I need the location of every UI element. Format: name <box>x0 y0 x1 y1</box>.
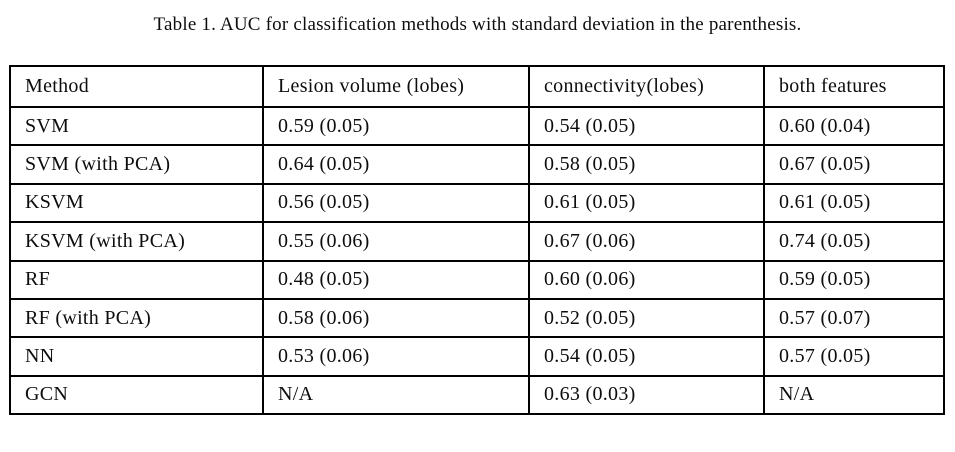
value-cell: 0.61 (0.05) <box>763 182 945 224</box>
method-cell: SVM <box>9 105 264 147</box>
header-row: Method Lesion volume (lobes) connectivit… <box>9 65 945 108</box>
method-cell: SVM (with PCA) <box>9 144 264 185</box>
column-header-lesion-volume: Lesion volume (lobes) <box>262 65 530 108</box>
column-header-method: Method <box>9 65 264 108</box>
table-row: NN 0.53 (0.06) 0.54 (0.05) 0.57 (0.05) <box>9 336 945 377</box>
column-header-both-features: both features <box>763 65 945 108</box>
value-cell: 0.58 (0.05) <box>528 144 765 185</box>
value-cell: 0.54 (0.05) <box>528 336 765 377</box>
table-body: SVM 0.59 (0.05) 0.54 (0.05) 0.60 (0.04) … <box>9 105 945 416</box>
value-cell: 0.56 (0.05) <box>262 182 530 224</box>
method-cell: GCN <box>9 374 264 416</box>
method-cell: RF <box>9 259 264 300</box>
value-cell: 0.59 (0.05) <box>763 259 945 300</box>
column-header-connectivity: connectivity(lobes) <box>528 65 765 108</box>
table-row: KSVM 0.56 (0.05) 0.61 (0.05) 0.61 (0.05) <box>9 182 945 224</box>
value-cell: 0.48 (0.05) <box>262 259 530 300</box>
table-row: RF 0.48 (0.05) 0.60 (0.06) 0.59 (0.05) <box>9 259 945 300</box>
value-cell: 0.58 (0.06) <box>262 297 530 339</box>
value-cell: 0.60 (0.04) <box>763 105 945 147</box>
value-cell: 0.64 (0.05) <box>262 144 530 185</box>
method-cell: RF (with PCA) <box>9 297 264 339</box>
value-cell: N/A <box>763 374 945 416</box>
table-caption: Table 1. AUC for classification methods … <box>153 14 802 35</box>
value-cell: 0.59 (0.05) <box>262 105 530 147</box>
value-cell: N/A <box>262 374 530 416</box>
table-row: GCN N/A 0.63 (0.03) N/A <box>9 374 945 416</box>
table-row: SVM 0.59 (0.05) 0.54 (0.05) 0.60 (0.04) <box>9 105 945 147</box>
value-cell: 0.60 (0.06) <box>528 259 765 300</box>
value-cell: 0.61 (0.05) <box>528 182 765 224</box>
table-row: KSVM (with PCA) 0.55 (0.06) 0.67 (0.06) … <box>9 221 945 262</box>
method-cell: NN <box>9 336 264 377</box>
value-cell: 0.67 (0.05) <box>763 144 945 185</box>
table-row: SVM (with PCA) 0.64 (0.05) 0.58 (0.05) 0… <box>9 144 945 185</box>
method-cell: KSVM (with PCA) <box>9 221 264 262</box>
value-cell: 0.74 (0.05) <box>763 221 945 262</box>
table-header: Method Lesion volume (lobes) connectivit… <box>9 65 945 108</box>
value-cell: 0.54 (0.05) <box>528 105 765 147</box>
method-cell: KSVM <box>9 182 264 224</box>
value-cell: 0.55 (0.06) <box>262 221 530 262</box>
value-cell: 0.57 (0.07) <box>763 297 945 339</box>
results-table: Method Lesion volume (lobes) connectivit… <box>9 65 945 416</box>
value-cell: 0.67 (0.06) <box>528 221 765 262</box>
table-row: RF (with PCA) 0.58 (0.06) 0.52 (0.05) 0.… <box>9 297 945 339</box>
value-cell: 0.52 (0.05) <box>528 297 765 339</box>
value-cell: 0.57 (0.05) <box>763 336 945 377</box>
value-cell: 0.53 (0.06) <box>262 336 530 377</box>
value-cell: 0.63 (0.03) <box>528 374 765 416</box>
